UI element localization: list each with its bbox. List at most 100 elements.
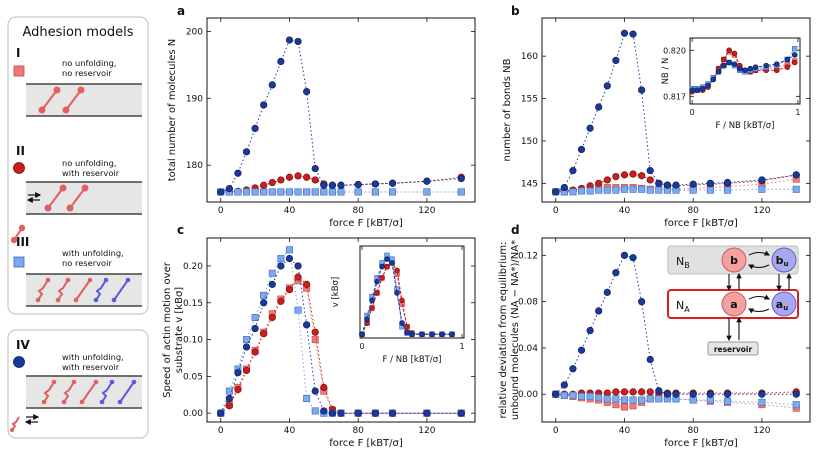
point-III (638, 185, 646, 193)
point-III (354, 188, 362, 196)
point-III (311, 407, 319, 415)
point-I (629, 402, 637, 410)
sidebar-model-4-box: IV with unfolding, with reservoir (7, 329, 149, 439)
point-III (294, 188, 302, 196)
point-III (328, 188, 336, 196)
model-4-line2: with reservoir (62, 362, 120, 372)
x-tick-label: 40 (284, 426, 296, 436)
point-IV (752, 64, 759, 70)
model-4-numeral: IV (16, 338, 30, 352)
point-IV (721, 62, 727, 69)
panel-letter-b: b (511, 4, 520, 18)
node-bu-label: bu (776, 254, 789, 268)
point-III (655, 395, 663, 403)
point-III (724, 186, 732, 194)
point-IV (620, 29, 629, 37)
node-au-icon (771, 291, 797, 317)
x-tick-label: 120 (753, 206, 770, 216)
y-tick-label: 0.00 (518, 390, 538, 400)
model-4-molecules-icon (10, 379, 137, 432)
point-IV (294, 37, 302, 46)
point-III (603, 395, 611, 403)
point-IV (612, 269, 620, 277)
point-II (260, 181, 268, 189)
point-III (303, 394, 311, 402)
point-IV (710, 76, 717, 83)
y-tick-label: 0.04 (518, 344, 538, 354)
point-III (586, 393, 594, 401)
point-IV (577, 145, 586, 154)
point-III (586, 187, 594, 195)
point-II (260, 330, 268, 338)
point-IV (217, 409, 225, 417)
sidebar: Adhesion models I no unfolding, no reser… (7, 16, 149, 315)
point-III (320, 188, 328, 196)
point-II (285, 285, 294, 294)
point-III (612, 395, 620, 403)
node-au-label: au (776, 298, 788, 312)
point-I (311, 336, 319, 344)
reservoir-box (707, 341, 759, 356)
point-III (277, 188, 285, 196)
point-III (595, 394, 603, 402)
point-III (285, 188, 293, 196)
point-IV (277, 262, 285, 270)
y-tick-label: 190 (186, 94, 203, 104)
y-tick-label: 0.20 (183, 262, 203, 272)
point-IV (379, 263, 385, 270)
point-III (277, 255, 285, 263)
point-II (595, 179, 603, 187)
node-bu-icon (771, 247, 797, 273)
point-IV (595, 103, 603, 111)
y-tick-label: 0.05 (183, 372, 203, 382)
x-tick-label: 0 (359, 342, 364, 351)
sidebar-title: Adhesion models (22, 25, 133, 40)
point-IV (251, 124, 259, 132)
point-IV (311, 164, 319, 173)
point-II (394, 267, 400, 274)
x-tick-label: 1 (459, 342, 464, 351)
point-II (225, 402, 233, 410)
point-III (620, 185, 628, 193)
point-III (706, 186, 714, 194)
point-III (629, 396, 637, 404)
point-III (792, 46, 798, 52)
y-tick-label: 0.08 (518, 298, 538, 308)
point-IV (638, 86, 646, 94)
point-II (726, 47, 732, 54)
point-I (620, 403, 628, 411)
x-axis-label: F / NB [kBT/σ] (383, 355, 442, 365)
y-tick-label: 0.12 (518, 251, 538, 261)
point-II (620, 388, 629, 396)
model-2: II no unfolding, with reservoir (10, 144, 142, 244)
model-1-line2: no reservoir (62, 68, 112, 78)
point-III (595, 186, 603, 194)
model-3-numeral: III (16, 235, 29, 249)
x-tick-label: 0 (218, 426, 224, 436)
point-IV (225, 394, 233, 403)
x-tick-label: 80 (687, 426, 699, 436)
point-IV (560, 183, 568, 192)
x-tick-label: 40 (619, 206, 631, 216)
panel-c-inset-chart: 0 1 F / NB [kBT/σ] v [kBσ] (331, 245, 465, 365)
point-II (311, 328, 319, 336)
x-tick-label: 40 (284, 206, 296, 216)
panel-letter-d: d (511, 223, 520, 237)
point-IV (251, 324, 259, 333)
point-II (294, 172, 302, 180)
point-IV (374, 278, 380, 285)
y-axis-label: v [kBσ] (331, 277, 341, 308)
point-IV (638, 298, 646, 306)
point-IV (758, 390, 766, 398)
point-III (612, 186, 620, 194)
model-2-molecules-icon (10, 184, 89, 244)
point-IV (577, 346, 586, 354)
point-II (638, 388, 646, 396)
x-axis-label: force F [kBT/σ] (664, 438, 738, 449)
point-IV (303, 87, 311, 96)
point-II (773, 67, 780, 74)
point-IV (646, 355, 654, 364)
point-IV (689, 390, 697, 398)
point-IV (423, 409, 431, 417)
